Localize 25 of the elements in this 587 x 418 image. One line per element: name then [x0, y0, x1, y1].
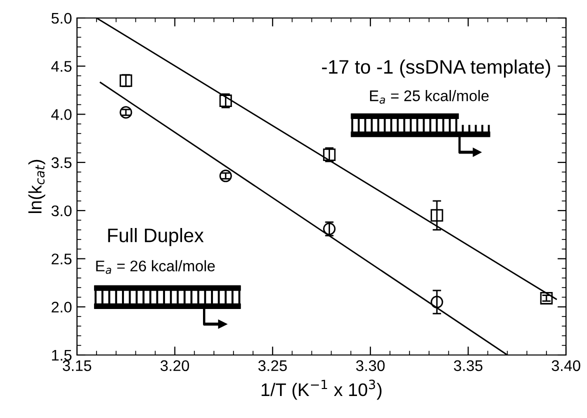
point: [219, 170, 232, 182]
point: [120, 106, 132, 119]
x-tick-label: 3.15: [62, 360, 92, 372]
y-tick-label: 4.5: [51, 61, 72, 72]
point: [430, 296, 444, 308]
x-tick-label: 3.40: [552, 360, 580, 372]
annotation: Full Duplex: [108, 228, 204, 246]
annotation: E$_{a}$ = 25 kcal/mole: [370, 90, 489, 104]
y-tick-label: 3.5: [51, 157, 72, 168]
x-tick-label: 3.25: [258, 360, 287, 372]
y-tick-label: 1.5: [52, 350, 72, 361]
y-tick-label: 4.0: [51, 109, 72, 120]
x-tick-label: 3.30: [356, 360, 385, 372]
y-tick-label: 3.0: [51, 205, 72, 216]
x-tick-label: 3.20: [160, 360, 190, 372]
y-tick-label: 2.5: [52, 254, 72, 264]
y-axis-title: ln(k$_{cat}$): [28, 160, 46, 213]
annotation: -17 to -1 (ssDNA template): [322, 59, 550, 78]
x-axis-title: 1/T (K$^{−1}$ x 10$^{3}$): [262, 380, 382, 400]
x-tick-label: 3.35: [454, 360, 482, 372]
y-tick-label: 5.0: [52, 12, 72, 24]
y-tick-label: 2.0: [52, 302, 72, 313]
point: [430, 209, 444, 222]
annotation: E$_{a}$ = 26 kcal/mole: [96, 260, 215, 274]
point: [540, 292, 553, 304]
